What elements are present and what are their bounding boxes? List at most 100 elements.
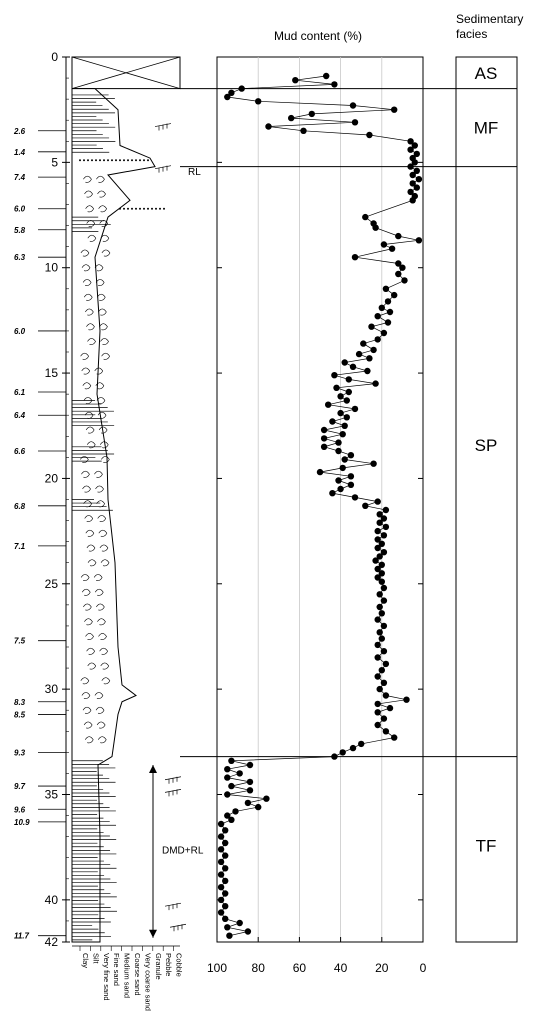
data-point: [378, 578, 385, 585]
data-point: [246, 778, 254, 786]
data-point: [343, 397, 350, 404]
data-point: [382, 506, 390, 514]
ripple-symbol: [100, 234, 110, 242]
data-point: [222, 827, 229, 834]
data-point: [380, 584, 388, 592]
data-point: [335, 447, 342, 455]
data-point: [366, 131, 373, 139]
data-point: [374, 700, 381, 708]
ripple-symbol: [97, 411, 107, 419]
grain-size-label: Silt: [91, 953, 100, 964]
ripple-symbol: [98, 205, 107, 213]
data-point: [320, 435, 328, 442]
data-point: [362, 502, 369, 509]
data-point: [300, 127, 307, 134]
ripple-symbol: [99, 220, 109, 227]
data-point: [391, 291, 398, 299]
facies-label: TF: [476, 836, 497, 855]
data-point: [413, 150, 420, 158]
data-point: [217, 909, 225, 916]
data-point: [228, 782, 235, 790]
data-point: [374, 313, 381, 320]
age-label: 9.7: [14, 782, 26, 791]
data-point: [329, 418, 336, 425]
data-point: [382, 660, 390, 668]
data-point: [388, 245, 396, 252]
ripple-symbol: [94, 470, 103, 478]
data-point: [222, 865, 229, 872]
x-tick-label: 60: [293, 961, 307, 975]
data-point: [411, 159, 418, 166]
data-point: [288, 114, 295, 122]
age-label: 6.1: [14, 388, 26, 397]
data-point: [374, 527, 381, 535]
ripple-symbol: [85, 529, 95, 537]
age-label: 6.8: [14, 502, 26, 511]
data-point: [382, 523, 390, 531]
data-point: [339, 749, 346, 756]
data-point: [395, 260, 402, 267]
facies-title-line: Sedimentary: [456, 12, 523, 26]
granule-dot: [135, 207, 137, 210]
data-point: [372, 380, 379, 387]
data-point: [362, 213, 369, 221]
granule-dot: [111, 159, 113, 162]
depth-tick-label: 5: [51, 155, 58, 169]
data-point: [339, 431, 346, 438]
x-tick-label: 0: [420, 961, 427, 975]
data-point: [337, 393, 344, 400]
missing-section-cross: [71, 56, 181, 89]
data-point: [407, 188, 414, 196]
cross-lamination-symbol: [154, 123, 172, 131]
granule-dot: [107, 159, 109, 162]
age-label: 10.9: [14, 818, 30, 827]
ripple-symbol: [100, 559, 110, 567]
granule-dot: [99, 159, 101, 162]
ripple-symbol: [86, 544, 96, 552]
data-point: [374, 544, 381, 552]
data-point: [316, 468, 324, 476]
data-point: [372, 557, 379, 564]
data-point: [376, 553, 383, 560]
granule-dot: [147, 207, 149, 210]
data-point: [374, 721, 381, 729]
age-label: 11.7: [14, 932, 30, 941]
ripple-symbol: [83, 293, 93, 301]
data-point: [372, 224, 379, 231]
age-label: 6.6: [14, 447, 26, 456]
data-point: [232, 808, 239, 815]
age-label: 8.5: [14, 710, 26, 719]
missing-section-box: [71, 56, 181, 90]
data-point: [224, 774, 231, 781]
data-point: [378, 610, 385, 617]
ripple-symbol: [80, 574, 90, 581]
ripple-symbol: [101, 249, 111, 257]
ripple-symbol: [87, 662, 97, 670]
data-point: [380, 549, 388, 556]
ripple-symbol: [83, 721, 93, 729]
data-point: [378, 561, 385, 568]
grain-size-label: Cobble: [175, 953, 184, 977]
dmd-arrow-head-down: [149, 929, 157, 938]
data-point: [415, 176, 423, 183]
data-point: [409, 171, 416, 179]
data-point: [228, 816, 235, 823]
data-point: [380, 622, 388, 630]
data-point: [349, 363, 357, 370]
data-point: [308, 110, 315, 118]
data-point: [339, 464, 346, 472]
data-point: [224, 93, 231, 101]
depth-tick-label: 30: [45, 682, 59, 696]
data-point: [222, 903, 229, 910]
ripple-symbol: [98, 633, 107, 640]
data-point: [374, 673, 381, 680]
ripple-symbol: [84, 618, 93, 626]
ripple-symbol: [100, 338, 109, 345]
ripple-symbol: [97, 736, 107, 744]
ripple-symbol: [96, 721, 106, 729]
data-point: [217, 833, 225, 840]
data-point: [351, 254, 359, 261]
data-point: [378, 540, 385, 547]
data-point: [224, 791, 231, 798]
